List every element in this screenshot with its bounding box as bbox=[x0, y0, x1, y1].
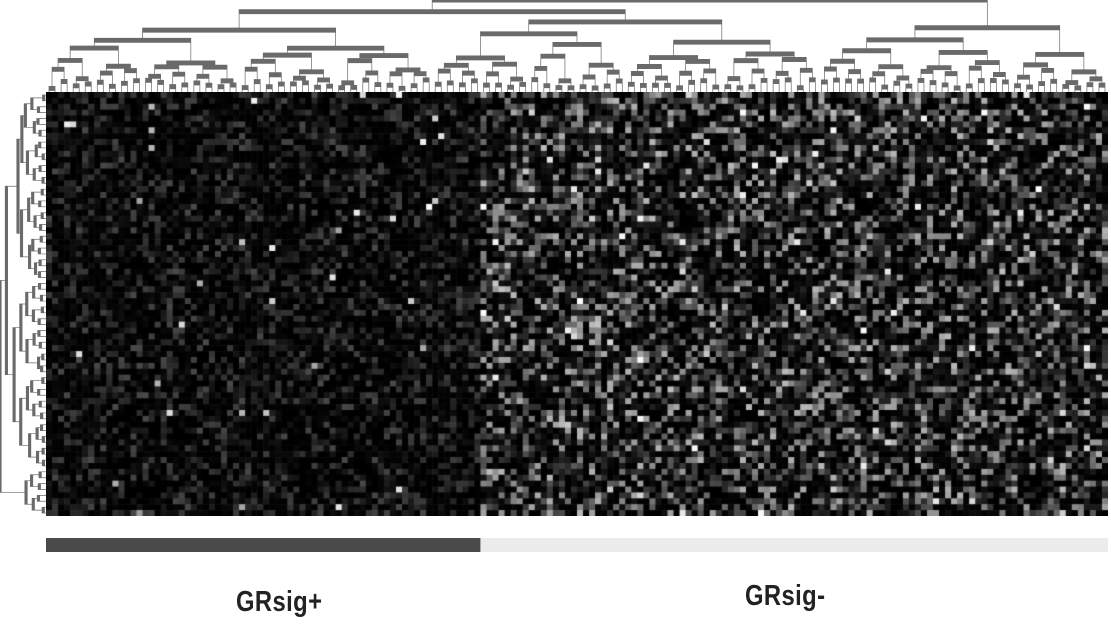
column-dendrogram bbox=[48, 0, 1106, 92]
group-annotation-bar bbox=[46, 538, 1108, 552]
dendro-top-branches bbox=[48, 0, 1106, 92]
expression-heatmap bbox=[46, 92, 1108, 516]
row-dendrogram bbox=[0, 94, 46, 514]
dendro-left-branches bbox=[0, 94, 46, 514]
group-label-grsig-minus: GRsig- bbox=[745, 580, 826, 612]
group-bar-segment-0 bbox=[46, 538, 481, 552]
group-label-grsig-plus: GRsig+ bbox=[236, 586, 323, 618]
group-bar-segment-1 bbox=[480, 538, 1108, 552]
